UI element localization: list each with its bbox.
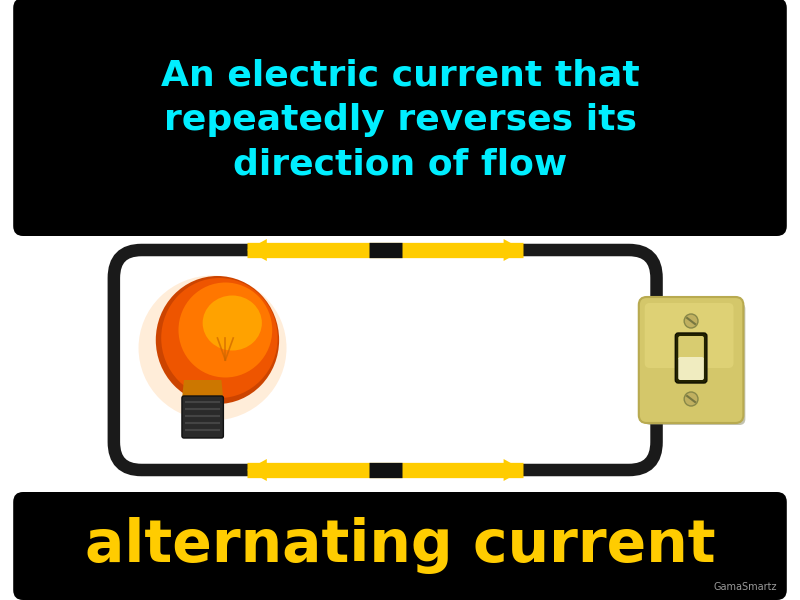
- Ellipse shape: [162, 278, 278, 398]
- FancyBboxPatch shape: [645, 303, 746, 425]
- Polygon shape: [247, 459, 266, 481]
- Polygon shape: [504, 239, 523, 261]
- Polygon shape: [504, 459, 523, 481]
- Ellipse shape: [202, 295, 262, 350]
- Circle shape: [684, 314, 698, 328]
- Text: An electric current that
repeatedly reverses its
direction of flow: An electric current that repeatedly reve…: [161, 58, 639, 182]
- Ellipse shape: [178, 283, 272, 377]
- Text: alternating current: alternating current: [85, 517, 715, 575]
- FancyBboxPatch shape: [678, 357, 704, 380]
- Polygon shape: [247, 239, 266, 261]
- Ellipse shape: [138, 275, 286, 421]
- FancyBboxPatch shape: [678, 336, 704, 360]
- Circle shape: [684, 392, 698, 406]
- Text: GamaSmartz: GamaSmartz: [714, 582, 777, 592]
- FancyBboxPatch shape: [14, 0, 786, 236]
- FancyBboxPatch shape: [645, 303, 734, 368]
- FancyBboxPatch shape: [14, 492, 786, 600]
- FancyBboxPatch shape: [675, 333, 707, 383]
- Ellipse shape: [156, 276, 279, 404]
- FancyBboxPatch shape: [182, 396, 223, 438]
- FancyBboxPatch shape: [638, 297, 743, 423]
- Polygon shape: [182, 380, 223, 400]
- FancyBboxPatch shape: [114, 250, 657, 470]
